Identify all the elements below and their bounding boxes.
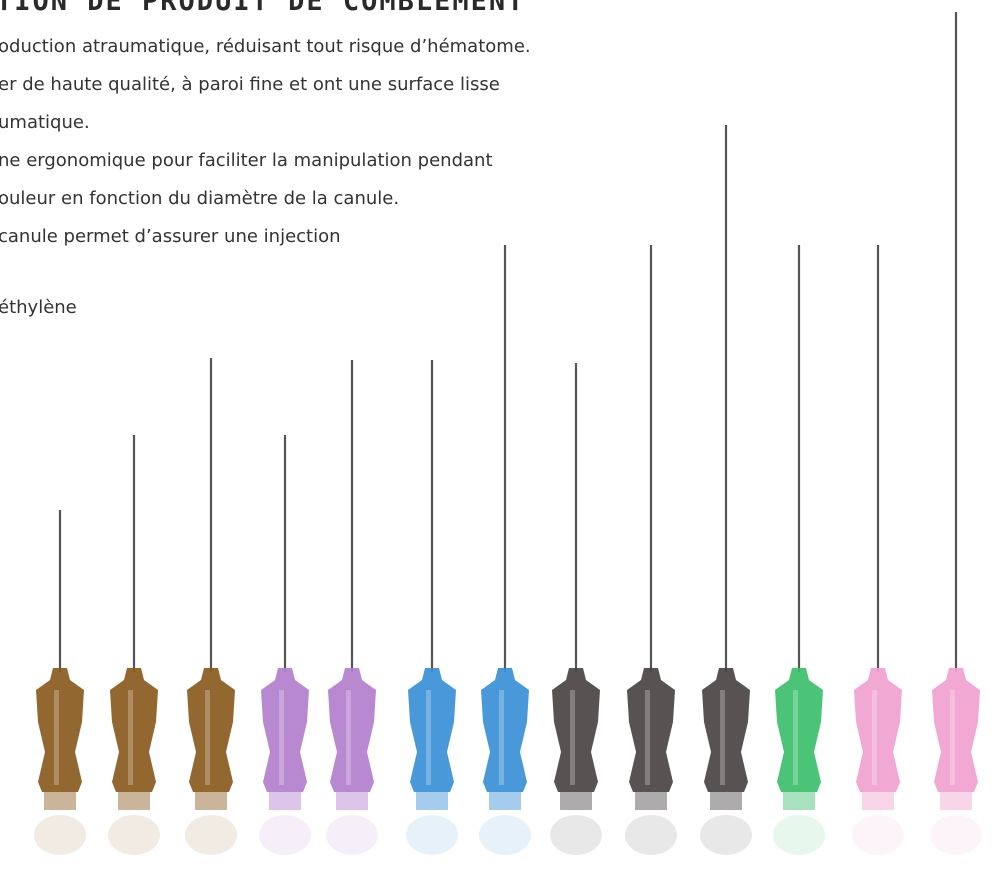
- hub-highlight: [570, 690, 575, 785]
- reflection: [625, 815, 677, 855]
- reflection: [406, 815, 458, 855]
- needle-hub: [775, 668, 823, 792]
- hub-highlight: [793, 690, 798, 785]
- hub-base: [862, 792, 894, 810]
- reflection: [259, 815, 311, 855]
- hub-base: [783, 792, 815, 810]
- text-line: ouleur en fonction du diamètre de la can…: [0, 188, 399, 209]
- page: TION DE PRODUIT DE COMBLEMENT oduction a…: [0, 0, 993, 879]
- reflection: [34, 815, 86, 855]
- hub-highlight: [720, 690, 725, 785]
- reflection: [930, 815, 982, 855]
- hub-highlight: [499, 690, 504, 785]
- needle-hub: [187, 668, 235, 792]
- needle-hub: [702, 668, 750, 792]
- text-line: canule permet d’assurer une injection: [0, 226, 341, 247]
- hub-highlight: [54, 690, 59, 785]
- reflection: [326, 815, 378, 855]
- reflection: [773, 815, 825, 855]
- hub-base: [336, 792, 368, 810]
- text-line: éthylène: [0, 297, 77, 318]
- hub-base: [940, 792, 972, 810]
- hub-base: [118, 792, 150, 810]
- hub-highlight: [205, 690, 210, 785]
- hub-highlight: [279, 690, 284, 785]
- hub-base: [44, 792, 76, 810]
- needle-hub: [481, 668, 529, 792]
- needle-hub: [328, 668, 376, 792]
- reflection: [479, 815, 531, 855]
- hub-highlight: [346, 690, 351, 785]
- needle-hub: [932, 668, 980, 792]
- text-line: oduction atraumatique, réduisant tout ri…: [0, 36, 531, 57]
- reflection: [108, 815, 160, 855]
- title: TION DE PRODUIT DE COMBLEMENT: [0, 0, 525, 17]
- needles-image: [0, 0, 993, 879]
- reflection: [550, 815, 602, 855]
- hub-base: [195, 792, 227, 810]
- needle-hub: [627, 668, 675, 792]
- hub-highlight: [645, 690, 650, 785]
- hub-base: [560, 792, 592, 810]
- hub-base: [416, 792, 448, 810]
- needle-hub: [261, 668, 309, 792]
- needle-hub: [36, 668, 84, 792]
- needle-hub: [854, 668, 902, 792]
- hub-highlight: [426, 690, 431, 785]
- hub-base: [269, 792, 301, 810]
- reflection: [700, 815, 752, 855]
- reflection: [185, 815, 237, 855]
- reflection: [852, 815, 904, 855]
- hub-highlight: [128, 690, 133, 785]
- needle-hub: [110, 668, 158, 792]
- needle-hub: [408, 668, 456, 792]
- text-line: umatique.: [0, 112, 90, 133]
- hub-base: [489, 792, 521, 810]
- hub-base: [635, 792, 667, 810]
- text-line: ne ergonomique pour faciliter la manipul…: [0, 150, 493, 171]
- hub-highlight: [950, 690, 955, 785]
- text-line: er de haute qualité, à paroi fine et ont…: [0, 74, 500, 95]
- hub-base: [710, 792, 742, 810]
- needle-hub: [552, 668, 600, 792]
- hub-highlight: [872, 690, 877, 785]
